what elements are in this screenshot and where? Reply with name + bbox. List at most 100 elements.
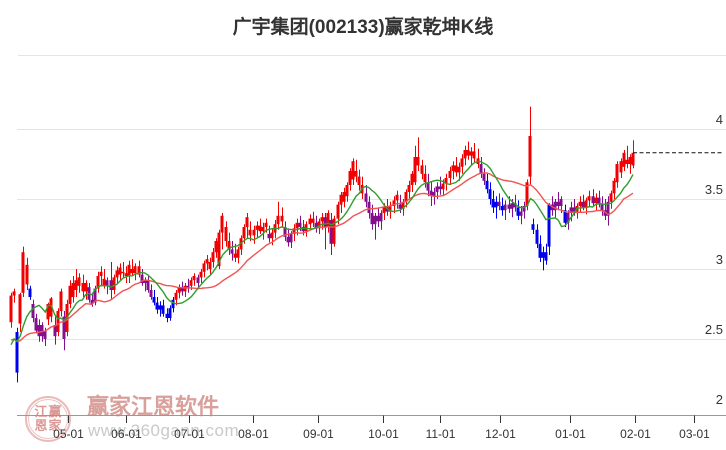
candle	[609, 190, 613, 209]
candle	[367, 196, 371, 219]
ma-long-line	[10, 172, 634, 343]
candle	[416, 137, 420, 171]
candle	[25, 257, 29, 290]
grid-lines	[17, 55, 726, 340]
candle	[357, 169, 361, 191]
candle	[600, 196, 604, 216]
x-tick-label: 07-01	[174, 427, 205, 441]
candle	[438, 176, 442, 195]
candle	[457, 162, 461, 181]
candle	[267, 225, 271, 243]
candle	[606, 196, 610, 226]
candle	[339, 192, 343, 213]
candle	[15, 327, 19, 383]
candle	[124, 266, 128, 283]
candle	[444, 173, 448, 191]
candle	[252, 225, 256, 244]
candle	[21, 246, 25, 297]
candle	[149, 284, 153, 300]
candle	[466, 141, 470, 160]
x-axis: 05-01 06-01 07-01 08-01 09-01 10-01 11-01 12-01…	[17, 415, 726, 441]
x-tick-label: 10-01	[368, 427, 399, 441]
candle	[276, 201, 280, 230]
candle	[472, 143, 476, 163]
watermark-brand-text: 赢家江恩软件	[87, 394, 220, 419]
candle	[587, 190, 591, 208]
x-tick-label: 02-01	[620, 427, 651, 441]
candle	[326, 210, 330, 233]
candle	[423, 165, 427, 188]
candle	[115, 266, 119, 283]
candle	[563, 204, 567, 227]
candle	[332, 215, 336, 247]
candle	[460, 154, 464, 174]
candle	[174, 290, 178, 306]
candle	[56, 308, 60, 337]
candle	[345, 182, 349, 202]
candle	[538, 235, 542, 262]
candle	[230, 241, 234, 261]
candle	[519, 206, 523, 225]
candle	[448, 166, 452, 185]
candle	[342, 187, 346, 208]
candle	[379, 210, 383, 230]
x-tick-label: 08-01	[238, 427, 269, 441]
candle	[329, 213, 333, 255]
x-tick-label: 03-01	[679, 427, 710, 441]
candle	[62, 311, 66, 351]
candle	[74, 269, 78, 297]
candle	[68, 280, 72, 309]
candle	[49, 297, 53, 323]
candle	[255, 221, 259, 239]
candle	[482, 168, 486, 185]
candle	[168, 305, 172, 321]
candle	[429, 182, 433, 206]
candle	[152, 290, 156, 306]
candle	[522, 201, 526, 219]
candle	[308, 214, 312, 230]
chart-title: 广宇集团(002133)赢家乾坤K线	[232, 17, 494, 38]
candle	[192, 273, 196, 286]
candle	[84, 280, 88, 300]
candle	[426, 173, 430, 197]
candle	[597, 190, 601, 208]
candle	[137, 260, 141, 278]
candle	[385, 199, 389, 216]
candle	[407, 180, 411, 199]
candle	[485, 173, 489, 194]
candle	[354, 159, 358, 183]
y-tick-label: 2.5	[705, 322, 723, 337]
candle	[224, 221, 228, 247]
x-tick-label: 11-01	[426, 427, 456, 441]
candle	[591, 189, 595, 206]
candle	[146, 274, 150, 293]
y-tick-label: 2	[716, 392, 723, 407]
candle	[9, 292, 13, 328]
candle	[127, 260, 131, 283]
candle	[248, 221, 252, 241]
candle	[494, 196, 498, 219]
candle	[161, 299, 165, 317]
candle	[544, 243, 548, 265]
candle	[208, 257, 212, 275]
candle	[280, 207, 284, 227]
candle	[364, 185, 368, 208]
candle	[615, 161, 619, 188]
x-tick-label: 09-01	[303, 427, 334, 441]
candle	[258, 218, 262, 234]
candle	[463, 145, 467, 166]
candle	[199, 269, 203, 283]
candle	[395, 190, 399, 209]
y-tick-label: 3	[716, 252, 723, 267]
candle	[227, 232, 231, 255]
candle	[451, 161, 455, 180]
candle	[541, 246, 545, 271]
x-tick-label: 12-01	[485, 427, 516, 441]
candle	[34, 313, 38, 334]
candle	[28, 285, 32, 300]
candle	[261, 222, 265, 240]
candle	[77, 273, 81, 293]
candle	[71, 276, 75, 303]
x-tick-label: 01-01	[555, 427, 586, 441]
y-tick-label: 3.5	[705, 182, 723, 197]
